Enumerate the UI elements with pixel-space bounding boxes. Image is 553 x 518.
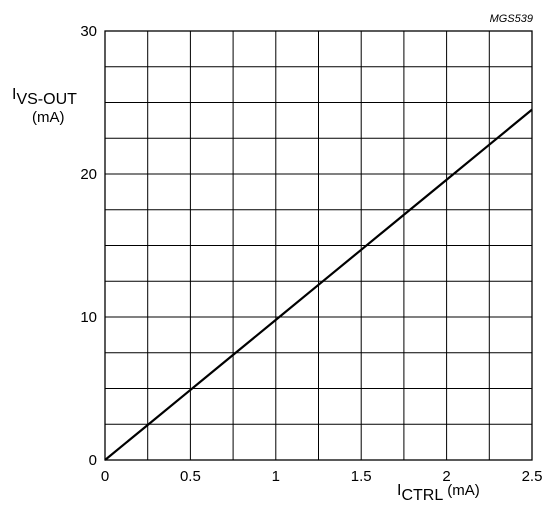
series-layer: [104, 108, 533, 461]
plot-border: [104, 30, 533, 461]
figure-id: MGS539: [490, 13, 533, 25]
y-tick-label: 0: [89, 452, 97, 469]
x-axis-subscript: CTRL: [401, 487, 443, 504]
y-tick-label: 10: [80, 309, 97, 326]
x-tick-label: 1: [272, 468, 280, 485]
x-axis-symbol: I: [397, 482, 401, 499]
x-tick-labels: 0 0.5 1 1.5 2 2.5: [101, 468, 543, 485]
x-axis-unit: (mA): [447, 482, 480, 499]
x-tick-label: 2.5: [522, 468, 543, 485]
y-axis-label: IVS-OUT: [12, 86, 77, 108]
series-line: [104, 108, 533, 461]
x-axis-label: ICTRL (mA): [397, 482, 480, 504]
y-axis-subscript: VS-OUT: [16, 91, 77, 108]
y-tick-labels: 0 10 20 30: [80, 23, 97, 469]
y-axis-unit: (mA): [32, 109, 65, 126]
y-tick-label: 30: [80, 23, 97, 40]
x-tick-label: 2: [442, 468, 450, 485]
x-tick-label: 0.5: [180, 468, 201, 485]
y-axis-symbol: I: [12, 86, 16, 103]
grid: [105, 31, 532, 460]
x-tick-label: 0: [101, 468, 109, 485]
x-tick-label: 1.5: [351, 468, 372, 485]
plot-frame: [104, 30, 533, 461]
y-tick-label: 20: [80, 166, 97, 183]
